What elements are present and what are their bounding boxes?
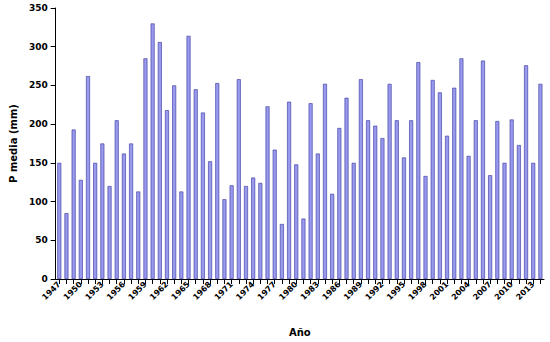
svg-text:1974: 1974 bbox=[234, 280, 256, 302]
svg-text:300: 300 bbox=[29, 42, 48, 52]
svg-text:50: 50 bbox=[35, 235, 48, 245]
svg-text:1953: 1953 bbox=[83, 280, 105, 302]
svg-text:1950: 1950 bbox=[62, 280, 84, 302]
svg-text:1965: 1965 bbox=[170, 280, 192, 302]
svg-text:150: 150 bbox=[29, 158, 48, 168]
svg-text:Año: Año bbox=[289, 327, 311, 338]
svg-text:1986: 1986 bbox=[320, 280, 342, 302]
svg-text:2010: 2010 bbox=[493, 280, 515, 302]
svg-text:1989: 1989 bbox=[342, 280, 364, 302]
svg-text:1947: 1947 bbox=[40, 280, 62, 302]
svg-text:2013: 2013 bbox=[514, 280, 536, 302]
svg-text:2004: 2004 bbox=[450, 280, 472, 302]
svg-text:250: 250 bbox=[29, 80, 48, 90]
svg-text:2001: 2001 bbox=[428, 280, 450, 302]
svg-text:200: 200 bbox=[29, 119, 48, 129]
svg-text:1992: 1992 bbox=[364, 280, 386, 302]
svg-text:1962: 1962 bbox=[148, 280, 170, 302]
svg-text:1977: 1977 bbox=[256, 280, 278, 302]
svg-text:1968: 1968 bbox=[191, 280, 213, 302]
svg-text:1998: 1998 bbox=[407, 280, 429, 302]
svg-text:0: 0 bbox=[41, 274, 47, 284]
svg-text:1983: 1983 bbox=[299, 280, 321, 302]
svg-text:1980: 1980 bbox=[277, 280, 299, 302]
svg-text:350: 350 bbox=[29, 3, 48, 13]
svg-text:100: 100 bbox=[29, 197, 48, 207]
svg-text:1959: 1959 bbox=[127, 280, 149, 302]
svg-text:2007: 2007 bbox=[471, 280, 493, 302]
svg-text:1971: 1971 bbox=[213, 280, 235, 302]
svg-text:1995: 1995 bbox=[385, 280, 407, 302]
svg-text:1956: 1956 bbox=[105, 280, 127, 302]
svg-text:P media (mm): P media (mm) bbox=[8, 104, 19, 183]
